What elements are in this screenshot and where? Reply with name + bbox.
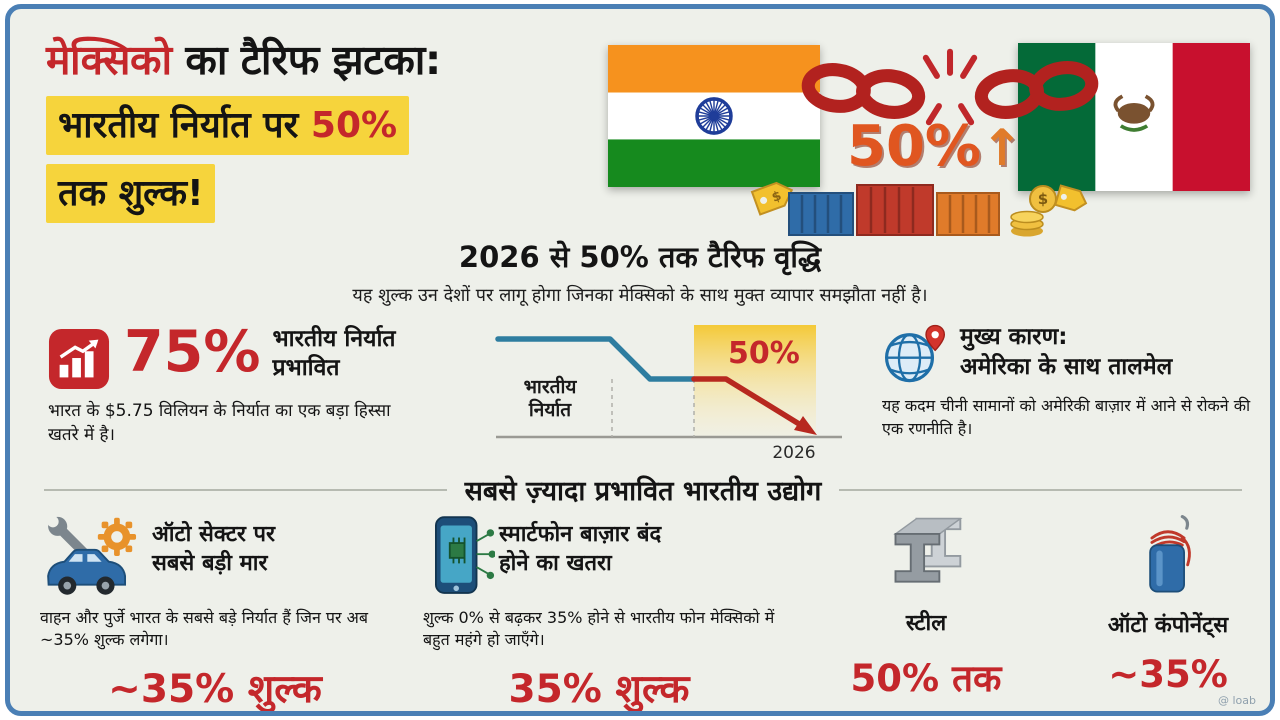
india-flag-image	[608, 45, 820, 187]
industry-auto-sector: ऑटो सेक्टर पर सबसे बड़ी मार वाहन और पुर्…	[40, 513, 390, 713]
globe-pin-icon	[884, 324, 946, 383]
reason-title-line1: मुख्य कारण:	[960, 324, 1068, 350]
impact-title: भारतीय निर्यात प्रभावित	[272, 325, 395, 384]
chart-label-line2: निर्यात	[528, 398, 572, 421]
shipping-containers	[788, 184, 1000, 236]
main-title-block: मेक्सिको का टैरिफ झटका: भारतीय निर्यात प…	[46, 31, 441, 223]
industry2-title-line2: होने का खतरा	[499, 550, 612, 576]
industry1-value: ~35% शुल्क	[108, 667, 322, 713]
chart-arrowhead	[794, 416, 817, 435]
coin-dollar-text: $	[1038, 190, 1048, 208]
india-flag	[608, 45, 820, 187]
smartphone-chip-icon	[435, 516, 495, 594]
industry3-label: स्टील	[905, 611, 947, 636]
title-highlight-2: तक शुल्क!	[46, 164, 216, 223]
industry-steel: स्टील 50% तक	[828, 513, 1024, 702]
reason-title: मुख्य कारण: अमेरिका के साथ तालमेल	[960, 323, 1172, 383]
impact-desc: भारत के $5.75 विलियन के निर्यात का एक बड…	[48, 401, 391, 445]
wrench-icon	[47, 515, 91, 559]
circuit-traces	[476, 529, 495, 580]
industry-smartphone: स्मार्टफोन बाज़ार बंद होने का खतरा शुल्क…	[423, 513, 775, 713]
industry1-title: ऑटो सेक्टर पर सबसे बड़ी मार	[152, 521, 275, 578]
tariff-decline-chart: 50% भारतीय निर्यात 2026	[488, 315, 850, 463]
steel-beam-icon	[893, 517, 963, 583]
chip-icon	[448, 542, 466, 559]
divider-line	[44, 488, 447, 491]
title-rest: का टैरिफ झटका:	[171, 36, 441, 84]
intro-headline: 2026 से 50% तक टैरिफ वृद्धि	[458, 240, 822, 274]
reason-block: मुख्य कारण: अमेरिका के साथ तालमेल यह कदम…	[882, 321, 1266, 440]
title-highlight-1: भारतीय निर्यात पर 50%	[46, 96, 410, 155]
broken-chain-icon	[801, 48, 1099, 126]
chart-drop-percent: 50%	[728, 336, 800, 371]
tariff-decline-chart-svg: 50% भारतीय निर्यात 2026	[495, 325, 842, 463]
industry2-value: 35% शुल्क	[508, 667, 690, 713]
impact-percent: 75%	[124, 319, 261, 385]
coins-icon: $	[1010, 185, 1057, 237]
reason-desc: यह कदम चीनी सामानों को अमेरिकी बाज़ार मे…	[882, 396, 1251, 438]
highlight1-percent: 50%	[310, 105, 398, 146]
highlight1-text: भारतीय निर्यात पर	[58, 105, 311, 146]
hero-50-percent: 50%↑	[847, 119, 1023, 175]
industry4-value: ~35%	[1108, 653, 1228, 696]
price-tag-icon-2	[1054, 184, 1088, 212]
title-word-mexico: मेक्सिको	[46, 36, 172, 84]
industry2-title: स्मार्टफोन बाज़ार बंद होने का खतरा	[499, 521, 661, 578]
yarn-spool-icon	[1149, 515, 1191, 593]
industry1-title-line2: सबसे बड़ी मार	[152, 550, 268, 576]
cargo-containers-icon: $	[750, 181, 1088, 237]
title-highlight-row-2: तक शुल्क!	[46, 164, 441, 223]
impact-title-line2: प्रभावित	[272, 355, 340, 382]
industry-auto-components: ऑटो कंपोनेंट्स ~35%	[1064, 513, 1270, 696]
gear-icon	[97, 517, 137, 556]
industry1-title-line1: ऑटो सेक्टर पर	[152, 522, 276, 547]
mexico-flag	[1018, 43, 1250, 191]
impact-stat-block: 75% भारतीय निर्यात प्रभावित भारत के $5.7…	[48, 321, 478, 448]
watermark: @ loab	[1217, 694, 1256, 707]
auto-sector-icon	[47, 515, 137, 595]
industry4-label: ऑटो कंपोनेंट्स	[1107, 613, 1229, 638]
intro-block: 2026 से 50% तक टैरिफ वृद्धि यह शुल्क उन …	[10, 237, 1270, 307]
title-highlight-row-1: भारतीय निर्यात पर 50%	[46, 96, 441, 155]
chart-line-blue	[495, 336, 697, 382]
break-sparks	[922, 48, 978, 126]
impact-title-line1: भारतीय निर्यात	[272, 326, 396, 352]
industries-heading-text: सबसे ज़्यादा प्रभावित भारतीय उद्योग	[464, 476, 822, 507]
infographic-frame: मेक्सिको का टैरिफ झटका: भारतीय निर्यात प…	[5, 4, 1275, 716]
reason-title-line2: अमेरिका के साथ तालमेल	[960, 353, 1173, 380]
industry2-title-line1: स्मार्टफोन बाज़ार बंद	[499, 522, 662, 547]
title-line-1: मेक्सिको का टैरिफ झटका:	[46, 31, 441, 87]
industries-section-heading: सबसे ज़्यादा प्रभावित भारतीय उद्योग	[44, 471, 1242, 508]
industry2-desc: शुल्क 0% से बढ़कर 35% होने से भारतीय फोन…	[423, 608, 775, 650]
chart-year-label: 2026	[772, 443, 815, 463]
mexico-emblem	[1113, 94, 1155, 132]
intro-subtext: यह शुल्क उन देशों पर लागू होगा जिनका मेक…	[352, 285, 928, 306]
car-icon	[47, 548, 127, 595]
up-arrow-icon: ↑	[981, 119, 1023, 177]
industry3-value: 50% तक	[850, 657, 1002, 700]
hero-percent-text: 50%	[847, 114, 982, 179]
mexico-flag-image	[1018, 43, 1250, 191]
industry1-desc: वाहन और पुर्जे भारत के सबसे बड़े निर्यात…	[40, 608, 368, 650]
exports-chart-icon	[48, 328, 110, 390]
chart-label-line1: भारतीय	[524, 375, 578, 398]
chart-line-red	[691, 376, 807, 430]
hero-graphic: 50%↑ $	[595, 27, 1265, 245]
divider-line	[839, 488, 1242, 491]
